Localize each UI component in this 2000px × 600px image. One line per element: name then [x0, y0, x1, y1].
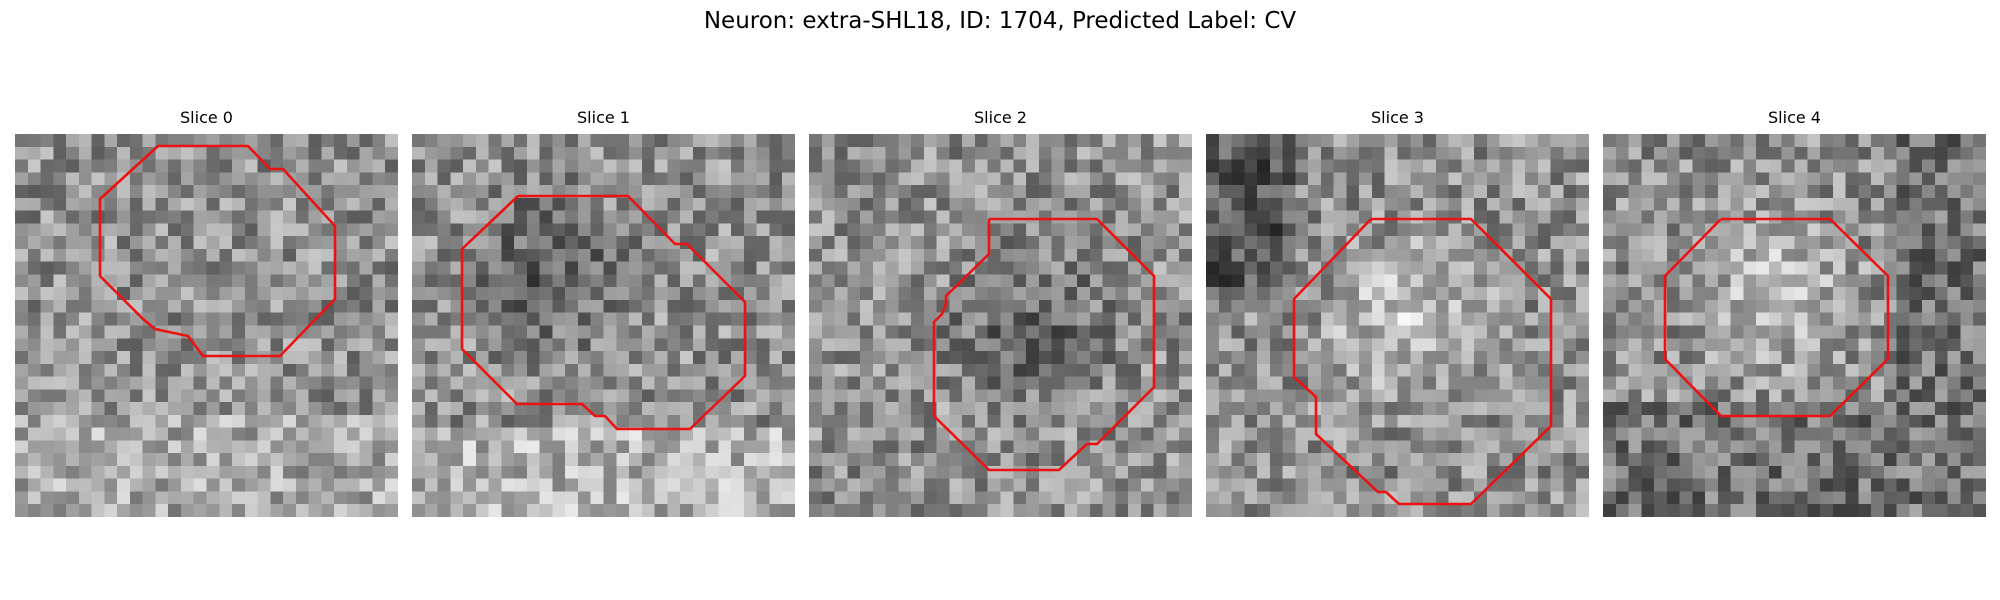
- slice-image-3: [1206, 134, 1589, 517]
- slice-contour-0: [98, 144, 337, 358]
- slice-image-2: [809, 134, 1192, 517]
- slice-contour-3: [1292, 217, 1553, 506]
- slice-image-4: [1603, 134, 1986, 517]
- slice-title-3: Slice 3: [1371, 108, 1424, 127]
- figure-title: Neuron: extra-SHL18, ID: 1704, Predicted…: [703, 8, 1297, 34]
- slice-image-0: [15, 134, 398, 517]
- slice-title-4: Slice 4: [1768, 108, 1821, 127]
- slice-title-0: Slice 0: [180, 108, 233, 127]
- slice-title-2: Slice 2: [974, 108, 1027, 127]
- slice-panel-4: Slice 4: [1603, 108, 1986, 517]
- slice-panel-1: Slice 1: [412, 108, 795, 517]
- slice-panel-0: Slice 0: [15, 108, 398, 517]
- slice-contour-2: [932, 217, 1156, 472]
- slice-panel-2: Slice 2: [809, 108, 1192, 517]
- slice-panel-3: Slice 3: [1206, 108, 1589, 517]
- slice-title-1: Slice 1: [577, 108, 630, 127]
- slice-contour-4: [1663, 217, 1890, 418]
- slice-contour-1: [460, 194, 747, 431]
- slice-image-1: [412, 134, 795, 517]
